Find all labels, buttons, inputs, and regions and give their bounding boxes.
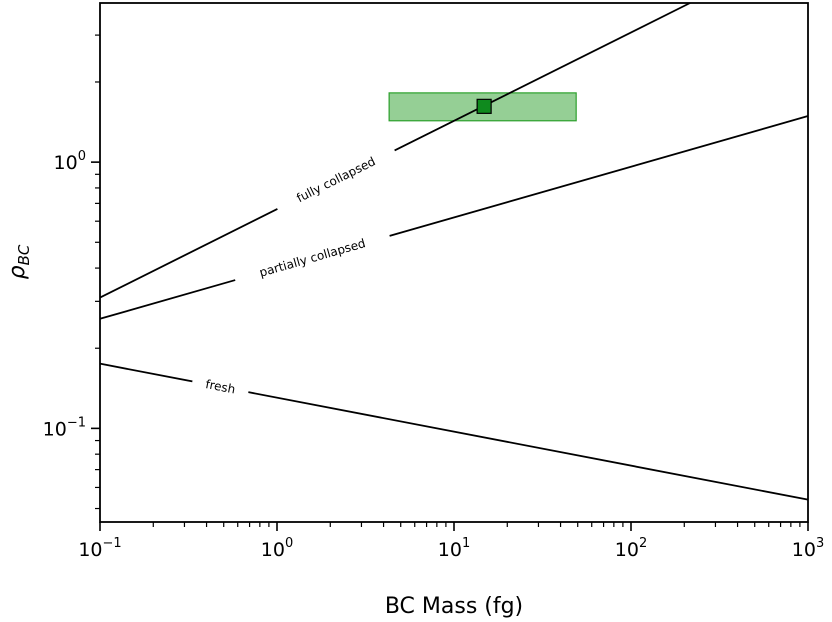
x-axis-ticks: 10−1 100 101 102 103 [78,522,824,561]
series-line-partially-collapsed [99,279,236,320]
plot-area: fully collapsed partially collapsed fresh [99,2,809,523]
x-axis-title: BC Mass (fg) [385,594,523,619]
y-tick-label: 10−1 [43,415,86,440]
series-line-fresh [99,362,193,383]
data-marker [476,98,492,114]
series-line-fresh [248,391,809,501]
x-tick-label: 100 [261,536,293,561]
series-line-fully-collapsed [394,2,691,152]
series-label-fresh: fresh [204,377,236,396]
series-line-fully-collapsed [99,208,278,299]
y-axis-title: ρBC [5,244,33,279]
x-tick-label: 10−1 [78,536,121,561]
x-tick-label: 101 [438,536,470,561]
series-label-fully-collapsed: fully collapsed [294,154,377,205]
y-axis-title-subscript: BC [15,244,33,265]
y-axis-ticks: 10−1 100 [43,34,100,510]
series-label-partially-collapsed: partially collapsed [258,236,367,280]
y-axis-title-main: ρ [5,265,30,279]
x-tick-label: 102 [615,536,647,561]
x-tick-label: 103 [792,536,824,561]
y-tick-label: 100 [54,149,86,174]
series-line-partially-collapsed [389,115,809,237]
axes-frame [99,2,809,523]
